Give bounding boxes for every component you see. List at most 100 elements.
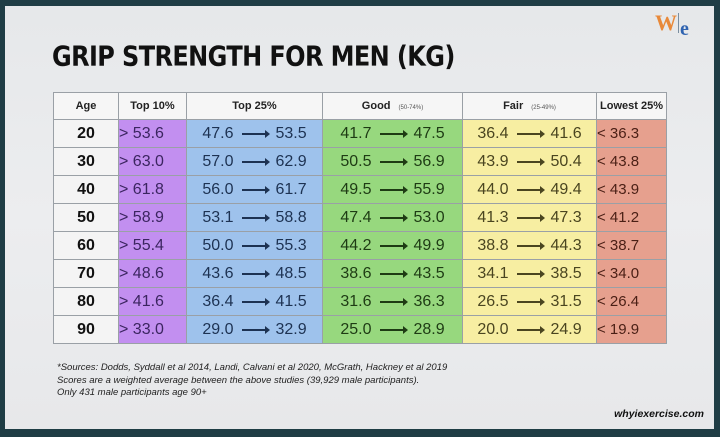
arrow-right-icon [516,157,545,166]
table-row: 60 > 55.4 50.0 55.3 44.2 49.9 38.8 44.3 < 38.7 [53,231,667,260]
cell-lowest: < 34.0 [596,259,667,288]
arrow-right-icon [241,213,270,222]
fair-to: 47.3 [550,208,582,226]
fair-from: 44.0 [477,180,509,198]
cell-age: 90 [53,315,119,344]
cell-lowest: < 38.7 [596,231,667,260]
cell-good: 41.7 47.5 [322,119,463,148]
arrow-right-icon [379,129,408,138]
site-credit: whyiexercise.com [614,408,704,420]
arrow-right-icon [379,241,408,250]
chart-title: GRIP STRENGTH FOR MEN (KG) [52,40,455,73]
cell-top10: > 58.9 [118,203,187,232]
header-fair: Fair (25-49%) [462,92,597,120]
cell-lowest: < 41.2 [596,203,667,232]
good-from: 38.6 [340,264,372,282]
cell-top10: > 61.8 [118,175,187,204]
arrow-right-icon [241,157,270,166]
top25-from: 43.6 [202,264,234,282]
table-row: 80 > 41.6 36.4 41.5 31.6 36.3 26.5 31.5 < 26.4 [53,287,667,316]
cell-fair: 41.3 47.3 [462,203,597,232]
cell-top25: 50.0 55.3 [186,231,323,260]
fair-from: 41.3 [477,208,509,226]
cell-top25: 43.6 48.5 [186,259,323,288]
fair-from: 38.8 [477,236,509,254]
header-top10: Top 10% [118,92,187,120]
cell-age: 20 [53,119,119,148]
top25-from: 57.0 [202,152,234,170]
good-to: 55.9 [413,180,445,198]
top25-to: 62.9 [275,152,307,170]
header-age: Age [53,92,119,120]
top25-from: 50.0 [202,236,234,254]
cell-lowest: < 43.8 [596,147,667,176]
cell-lowest: < 19.9 [596,315,667,344]
top25-to: 41.5 [275,292,307,310]
cell-lowest: < 26.4 [596,287,667,316]
cell-age: 40 [53,175,119,204]
cell-top25: 57.0 62.9 [186,147,323,176]
cell-good: 47.4 53.0 [322,203,463,232]
arrow-right-icon [241,129,270,138]
top25-from: 47.6 [202,124,234,142]
good-to: 49.9 [413,236,445,254]
table-row: 30 > 63.0 57.0 62.9 50.5 56.9 43.9 50.4 < 43.8 [53,147,667,176]
fair-from: 20.0 [477,320,509,338]
note-90plus: Only 431 male participants age 90+ [57,387,207,398]
fair-to: 44.3 [550,236,582,254]
fair-from: 26.5 [477,292,509,310]
arrow-right-icon [516,297,545,306]
table-row: 50 > 58.9 53.1 58.8 47.4 53.0 41.3 47.3 < 41.2 [53,203,667,232]
good-from: 50.5 [340,152,372,170]
arrow-right-icon [516,213,545,222]
good-to: 56.9 [413,152,445,170]
good-from: 49.5 [340,180,372,198]
top25-to: 61.7 [275,180,307,198]
top25-from: 29.0 [202,320,234,338]
arrow-right-icon [241,297,270,306]
good-from: 31.6 [340,292,372,310]
good-to: 47.5 [413,124,445,142]
header-lowest: Lowest 25% [596,92,667,120]
cell-lowest: < 43.9 [596,175,667,204]
cell-top10: > 33.0 [118,315,187,344]
table-row: 70 > 48.6 43.6 48.5 38.6 43.5 34.1 38.5 < 34.0 [53,259,667,288]
good-from: 41.7 [340,124,372,142]
table-row: 90 > 33.0 29.0 32.9 25.0 28.9 20.0 24.9 < 19.9 [53,315,667,344]
cell-good: 50.5 56.9 [322,147,463,176]
cell-good: 25.0 28.9 [322,315,463,344]
cell-age: 60 [53,231,119,260]
cell-top10: > 53.6 [118,119,187,148]
fair-to: 41.6 [550,124,582,142]
top25-to: 48.5 [275,264,307,282]
fair-from: 34.1 [477,264,509,282]
cell-top25: 53.1 58.8 [186,203,323,232]
fair-to: 50.4 [550,152,582,170]
cell-lowest: < 36.3 [596,119,667,148]
fair-to: 24.9 [550,320,582,338]
logo-divider [678,13,679,33]
good-from: 25.0 [340,320,372,338]
cell-good: 38.6 43.5 [322,259,463,288]
top25-to: 58.8 [275,208,307,226]
cell-fair: 20.0 24.9 [462,315,597,344]
cell-age: 30 [53,147,119,176]
header-top25: Top 25% [186,92,323,120]
header-good: Good (50-74%) [322,92,463,120]
cell-good: 31.6 36.3 [322,287,463,316]
fair-from: 36.4 [477,124,509,142]
cell-fair: 44.0 49.4 [462,175,597,204]
cell-age: 80 [53,287,119,316]
cell-fair: 43.9 50.4 [462,147,597,176]
cell-good: 44.2 49.9 [322,231,463,260]
top25-to: 53.5 [275,124,307,142]
header-fair-range: (25-49%) [531,105,556,111]
table-row: 20 > 53.6 47.6 53.5 41.7 47.5 36.4 41.6 < 36.3 [53,119,667,148]
good-from: 44.2 [340,236,372,254]
logo-e: e [680,18,689,40]
table-row: 40 > 61.8 56.0 61.7 49.5 55.9 44.0 49.4 < 43.9 [53,175,667,204]
cell-age: 70 [53,259,119,288]
sources-notes: *Sources: Dodds, Syddall et al 2014, Lan… [57,362,447,400]
arrow-right-icon [241,325,270,334]
cell-fair: 26.5 31.5 [462,287,597,316]
